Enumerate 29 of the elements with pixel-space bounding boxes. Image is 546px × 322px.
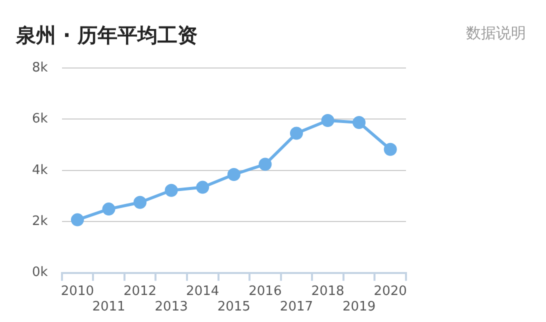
point — [102, 202, 116, 216]
x-tick-label: 2015 — [217, 300, 250, 315]
point — [321, 114, 334, 127]
point — [70, 213, 84, 226]
x-tick-label: 2018 — [311, 284, 344, 299]
point — [290, 126, 303, 140]
x-tick-label: 2017 — [280, 300, 314, 315]
point — [352, 116, 366, 130]
point — [384, 142, 397, 156]
x-tick-label: 2016 — [248, 284, 282, 299]
y-tick-label: 2k — [32, 214, 48, 229]
y-tick-label: 4k — [32, 162, 48, 178]
point — [134, 196, 147, 209]
point — [164, 184, 178, 197]
point — [258, 158, 272, 171]
x-tick-label: 2020 — [374, 284, 407, 299]
x-tick-label: 2012 — [123, 284, 157, 299]
x-tick-label: 2014 — [186, 284, 220, 299]
x-tick-label: 2010 — [60, 284, 94, 299]
y-tick-label: 0k — [32, 265, 48, 280]
y-tick-label: 8k — [32, 60, 48, 76]
x-tick-label: 2013 — [154, 300, 188, 315]
text: 数据说明 — [466, 24, 526, 43]
point — [227, 168, 240, 181]
chart-title: 泉州 · 历年平均工资 — [16, 22, 198, 49]
x-tick-label: 2019 — [342, 300, 376, 315]
point — [196, 180, 210, 194]
y-tick-label: 6k — [32, 112, 48, 127]
x-tick-label: 2011 — [92, 300, 126, 315]
